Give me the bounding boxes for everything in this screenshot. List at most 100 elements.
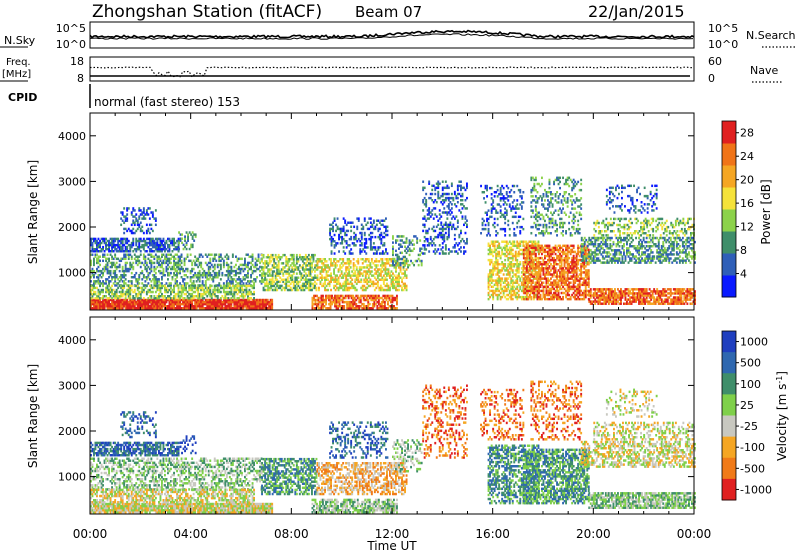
echo-cell bbox=[139, 213, 142, 216]
echo-cell bbox=[306, 286, 309, 290]
echo-cell bbox=[513, 289, 516, 293]
echo-cell bbox=[227, 267, 230, 271]
echo-cell bbox=[486, 195, 489, 198]
echo-cell bbox=[168, 305, 171, 308]
echo-cell bbox=[452, 196, 455, 200]
echo-cell bbox=[303, 284, 306, 288]
echo-cell bbox=[215, 253, 218, 256]
echo-cell bbox=[190, 243, 193, 247]
echo-cell bbox=[383, 300, 386, 304]
echo-cell bbox=[235, 300, 237, 304]
echo-cell bbox=[167, 250, 169, 253]
echo-cell bbox=[380, 307, 383, 310]
echo-cell bbox=[517, 275, 520, 278]
echo-cell bbox=[216, 276, 219, 279]
echo-cell bbox=[335, 305, 338, 308]
echo-cell bbox=[446, 223, 449, 227]
echo-cell bbox=[117, 286, 120, 290]
echo-cell bbox=[510, 289, 513, 293]
echo-cell bbox=[483, 197, 486, 200]
echo-cell bbox=[257, 255, 260, 258]
echo-cell bbox=[337, 280, 340, 284]
echo-cell bbox=[130, 263, 133, 267]
echo-cell bbox=[318, 260, 320, 263]
beam-label: Beam 07 bbox=[355, 3, 422, 21]
echo-cell bbox=[301, 276, 304, 279]
echo-cell bbox=[447, 235, 450, 239]
echo-cell bbox=[118, 297, 121, 300]
echo-cell bbox=[330, 227, 333, 231]
echo-cell bbox=[93, 269, 95, 273]
echo-cell bbox=[189, 286, 192, 290]
echo-cell bbox=[498, 193, 501, 196]
echo-cell bbox=[313, 307, 315, 310]
echo-cell bbox=[333, 246, 336, 249]
echo-cell bbox=[124, 265, 127, 269]
echo-cell bbox=[162, 271, 165, 275]
echo-cell bbox=[121, 286, 124, 290]
echo-cell bbox=[358, 300, 361, 304]
echo-cell bbox=[109, 271, 112, 275]
echo-cell bbox=[375, 266, 378, 269]
echo-cell bbox=[159, 307, 162, 310]
echo-cell bbox=[353, 296, 356, 300]
echo-cell bbox=[130, 245, 133, 249]
echo-cell bbox=[147, 290, 150, 294]
echo-cell bbox=[103, 253, 106, 256]
echo-cell bbox=[133, 257, 136, 261]
echo-cell bbox=[353, 300, 356, 304]
echo-cell bbox=[118, 239, 121, 243]
echo-cell bbox=[392, 282, 394, 286]
echo-cell bbox=[354, 288, 357, 292]
echo-cell bbox=[181, 237, 184, 240]
echo-cell bbox=[132, 231, 135, 235]
echo-cell bbox=[531, 258, 534, 262]
echo-cell bbox=[150, 300, 153, 304]
echo-cell bbox=[183, 307, 186, 310]
echo-cell bbox=[396, 294, 398, 298]
echo-cell bbox=[453, 190, 456, 194]
echo-cell bbox=[341, 307, 344, 310]
echo-cell bbox=[167, 307, 169, 310]
echo-cell bbox=[195, 307, 198, 310]
echo-cell bbox=[167, 284, 169, 288]
echo-cell bbox=[382, 264, 385, 267]
echo-cell bbox=[334, 262, 337, 265]
echo-cell bbox=[489, 250, 492, 254]
echo-cell bbox=[466, 186, 468, 190]
echo-cell bbox=[168, 274, 171, 277]
echo-cell bbox=[440, 248, 443, 251]
echo-cell bbox=[297, 268, 300, 271]
echo-cell bbox=[215, 298, 218, 302]
echo-cell bbox=[222, 263, 225, 267]
echo-cell bbox=[510, 246, 513, 250]
echo-cell bbox=[118, 265, 121, 269]
echo-cell bbox=[441, 237, 444, 241]
echo-cell bbox=[93, 261, 95, 265]
echo-cell bbox=[126, 305, 129, 308]
echo-cell bbox=[375, 223, 378, 227]
echo-cell bbox=[528, 293, 531, 297]
echo-cell bbox=[507, 263, 510, 266]
echo-cell bbox=[121, 245, 124, 249]
echo-cell bbox=[198, 269, 201, 273]
echo-cell bbox=[484, 184, 487, 188]
echo-cell bbox=[268, 268, 271, 271]
echo-cell bbox=[364, 298, 367, 302]
echo-cell bbox=[396, 274, 399, 277]
echo-cell bbox=[499, 269, 502, 272]
echo-cell bbox=[148, 288, 151, 292]
echo-cell bbox=[207, 300, 210, 304]
echo-cell bbox=[513, 184, 516, 188]
echo-cell bbox=[376, 296, 379, 300]
echo-cell bbox=[405, 286, 408, 290]
echo-cell bbox=[108, 305, 111, 308]
echo-cell bbox=[276, 282, 279, 286]
echo-cell bbox=[114, 280, 117, 283]
echo-cell bbox=[114, 302, 117, 306]
echo-cell bbox=[432, 201, 435, 204]
echo-cell bbox=[301, 286, 304, 290]
echo-cell bbox=[230, 280, 233, 283]
echo-cell bbox=[393, 296, 395, 300]
echo-cell bbox=[162, 261, 165, 265]
